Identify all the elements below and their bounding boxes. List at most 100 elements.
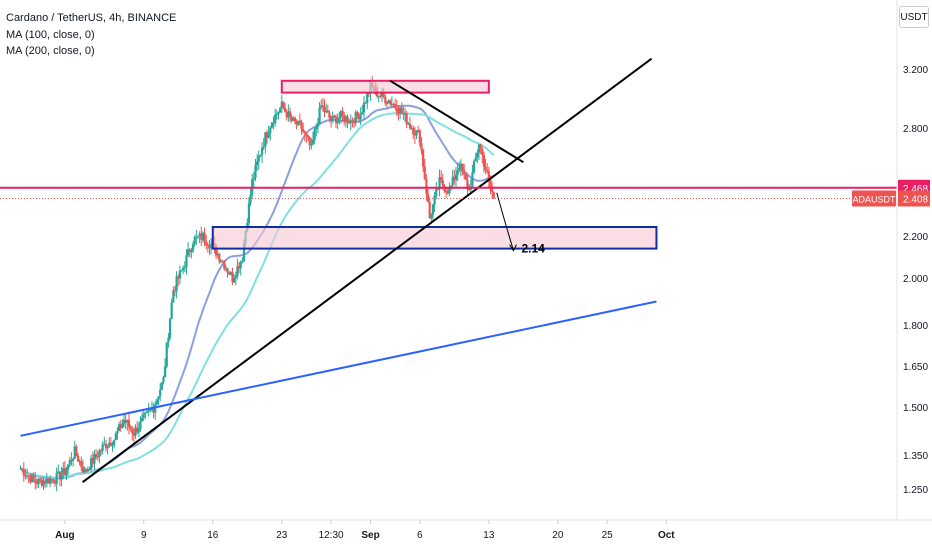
candle-body xyxy=(464,174,467,180)
candle-body xyxy=(239,261,242,269)
candle-body xyxy=(201,232,204,240)
candle-body xyxy=(321,105,324,107)
currency-unit-button[interactable]: USDT xyxy=(899,6,929,28)
candle xyxy=(168,317,172,340)
target-annotation: 2.14 xyxy=(521,242,545,256)
candle xyxy=(167,332,170,348)
candle-body xyxy=(311,139,315,144)
candle xyxy=(216,250,219,259)
candle-body xyxy=(19,468,22,470)
candle-body xyxy=(254,165,257,178)
candle-body xyxy=(173,290,177,292)
candle-body xyxy=(361,112,364,115)
candle xyxy=(428,197,431,220)
candle xyxy=(482,151,486,173)
candle-body xyxy=(283,108,287,112)
candle-body xyxy=(377,95,380,97)
candle xyxy=(279,106,282,114)
candle-body xyxy=(139,420,142,429)
candle-body xyxy=(269,127,272,134)
candle xyxy=(73,440,76,459)
candle xyxy=(481,146,484,164)
candle xyxy=(338,111,341,125)
candle-body xyxy=(129,426,132,430)
candle xyxy=(237,262,241,274)
candle xyxy=(131,425,134,441)
candle-body xyxy=(435,189,438,196)
candle-body xyxy=(88,469,91,471)
candle-body xyxy=(190,250,193,252)
candle xyxy=(288,107,292,123)
candle-body xyxy=(170,302,173,319)
candle xyxy=(308,136,311,151)
candle xyxy=(320,99,323,110)
candle-body xyxy=(275,113,278,115)
candle xyxy=(63,460,66,476)
x-tick-label: 9 xyxy=(141,530,147,541)
candle xyxy=(295,119,298,130)
candle xyxy=(68,456,71,468)
candle-body xyxy=(91,458,94,464)
candle xyxy=(24,468,27,480)
axes xyxy=(0,0,932,521)
candle xyxy=(463,163,466,180)
candle-body xyxy=(326,110,329,113)
candle xyxy=(96,450,99,461)
candle xyxy=(34,472,37,490)
candle-body xyxy=(384,96,387,104)
candle xyxy=(136,421,139,434)
candle xyxy=(75,444,78,457)
candle-body xyxy=(482,154,486,167)
candle xyxy=(287,104,290,122)
candle xyxy=(310,138,313,150)
candle xyxy=(274,108,277,127)
candle xyxy=(22,462,25,482)
candle xyxy=(218,252,221,265)
candle-body xyxy=(389,100,392,105)
candle xyxy=(461,163,464,176)
candle-body xyxy=(242,243,246,262)
candle xyxy=(418,129,421,148)
candle xyxy=(339,109,343,124)
candle xyxy=(223,260,226,271)
candle-body xyxy=(80,461,83,468)
candle xyxy=(336,113,339,130)
candle-body xyxy=(234,276,237,279)
y-tick-label: 2.000 xyxy=(903,274,928,285)
candle xyxy=(233,274,236,283)
y-tick-label: 2.800 xyxy=(903,124,928,135)
candle-body xyxy=(292,117,295,121)
candle-body xyxy=(131,429,134,434)
candle xyxy=(191,241,195,254)
candle-body xyxy=(187,249,190,256)
candle xyxy=(292,116,295,122)
legend-ma100: MA (100, close, 0) xyxy=(6,28,95,41)
candle-body xyxy=(205,241,208,245)
candle-body xyxy=(390,103,393,105)
candle xyxy=(126,419,129,431)
candle xyxy=(435,182,438,200)
candle-body xyxy=(136,427,139,433)
candle-body xyxy=(224,268,228,270)
x-tick-label: 23 xyxy=(276,530,288,541)
candle-body xyxy=(267,133,270,138)
candle xyxy=(361,105,364,115)
candle xyxy=(21,467,24,473)
candle-body xyxy=(208,246,211,249)
candle-body xyxy=(47,478,50,484)
candle-body xyxy=(274,114,277,124)
candle xyxy=(57,464,60,475)
candle xyxy=(405,110,408,129)
candle-body xyxy=(94,454,98,457)
candle xyxy=(121,419,124,429)
candle xyxy=(410,125,413,130)
candle-body xyxy=(37,478,40,485)
candle xyxy=(91,451,94,468)
candle-body xyxy=(168,318,172,338)
candle xyxy=(234,271,237,286)
y-tick-label: 2.200 xyxy=(903,232,928,243)
candle xyxy=(90,454,93,473)
candle xyxy=(60,467,63,487)
candle-body xyxy=(445,191,448,193)
